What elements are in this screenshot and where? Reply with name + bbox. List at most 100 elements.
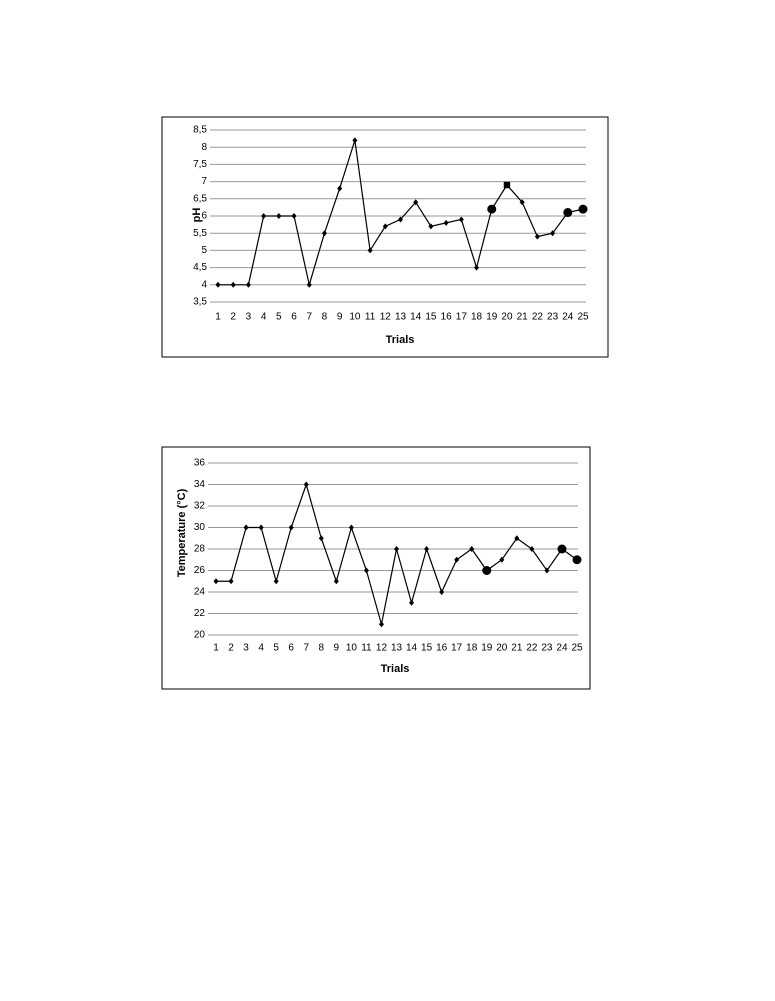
y-tick-label: 3,5 [193,297,207,308]
x-tick-label: 20 [496,643,508,654]
point-marker [288,524,294,531]
x-tick-label: 7 [303,643,309,654]
y-tick-label: 8 [201,142,207,153]
y-tick-label: 28 [194,544,206,555]
x-tick-label: 3 [246,312,252,323]
x-tick-label: 4 [258,643,264,654]
x-tick-label: 11 [361,643,372,654]
x-tick-label: 6 [291,312,297,323]
x-tick-label: 13 [395,312,407,323]
data-line [218,140,584,286]
point-marker [303,481,309,488]
x-tick-label: 19 [486,312,498,323]
point-marker [534,233,540,240]
point-marker [213,578,219,585]
x-tick-label: 14 [410,312,422,323]
x-tick-label: 25 [571,643,583,654]
point-marker [382,223,388,230]
x-axis-title: Trials [381,663,410,675]
y-tick-label: 7 [201,176,207,187]
x-tick-label: 5 [276,312,282,323]
x-tick-label: 8 [319,643,325,654]
point-marker [529,546,535,552]
point-marker [428,223,434,230]
y-tick-label: 7,5 [193,159,207,170]
x-tick-label: 2 [228,643,234,654]
x-axis-title: Trials [386,334,415,346]
x-tick-label: 16 [436,643,448,654]
x-tick-label: 13 [391,643,403,654]
x-tick-label: 15 [421,643,433,654]
point-marker [503,181,511,189]
point-marker [215,281,221,288]
x-tick-label: 15 [425,312,437,323]
x-tick-label: 17 [456,312,468,323]
chart-frame [161,446,591,690]
y-tick-label: 20 [194,630,206,641]
point-marker [348,524,354,531]
x-tick-label: 10 [349,312,361,323]
data-line [216,482,578,625]
point-marker [499,556,505,563]
x-tick-label: 18 [466,643,478,654]
point-marker [443,219,449,226]
point-marker [337,185,343,192]
x-tick-label: 4 [261,312,267,323]
point-marker [578,204,588,214]
point-marker [563,208,573,218]
point-marker [318,535,324,542]
point-marker [424,546,430,552]
point-marker [398,216,403,223]
x-tick-label: 25 [577,312,589,323]
point-marker [487,204,497,214]
x-tick-label: 22 [526,643,538,654]
x-tick-label: 11 [365,312,376,323]
x-tick-label: 23 [541,643,553,654]
point-marker [228,578,234,585]
point-marker [482,566,492,575]
x-tick-label: 3 [243,643,249,654]
x-tick-label: 24 [562,312,574,323]
y-tick-label: 30 [194,522,206,533]
point-marker [333,578,339,585]
point-marker [409,599,415,606]
x-tick-label: 23 [547,312,559,323]
x-tick-label: 8 [322,312,328,323]
y-tick-label: 4 [201,279,207,290]
point-marker [413,199,419,206]
point-marker [474,264,480,271]
x-tick-label: 21 [511,643,523,654]
point-marker [276,213,282,219]
x-tick-label: 18 [471,312,483,323]
y-tick-label: 36 [194,458,206,469]
point-marker [367,247,373,254]
point-marker [544,567,550,574]
x-tick-label: 1 [215,312,221,323]
point-marker [258,524,264,531]
point-marker [245,281,251,288]
x-tick-label: 12 [380,312,392,323]
point-marker [514,535,520,542]
point-marker [454,556,460,563]
point-marker [572,555,582,565]
y-tick-label: 34 [194,479,206,490]
x-tick-label: 7 [306,312,312,323]
point-marker [273,578,279,585]
point-marker [230,281,236,288]
y-tick-label: 24 [194,587,206,598]
x-tick-label: 16 [441,312,453,323]
x-tick-label: 10 [346,643,358,654]
y-tick-label: 5 [201,245,207,256]
point-marker [352,137,358,144]
point-marker [321,230,327,237]
y-tick-label: 4,5 [193,262,207,273]
x-tick-label: 6 [288,643,294,654]
chart-frame [161,116,609,358]
x-tick-label: 2 [230,312,236,323]
x-tick-label: 12 [376,643,388,654]
point-marker [394,546,399,552]
x-tick-label: 5 [273,643,279,654]
point-marker [261,213,267,219]
y-axis-title: pH [191,208,203,223]
x-tick-label: 1 [213,643,219,654]
